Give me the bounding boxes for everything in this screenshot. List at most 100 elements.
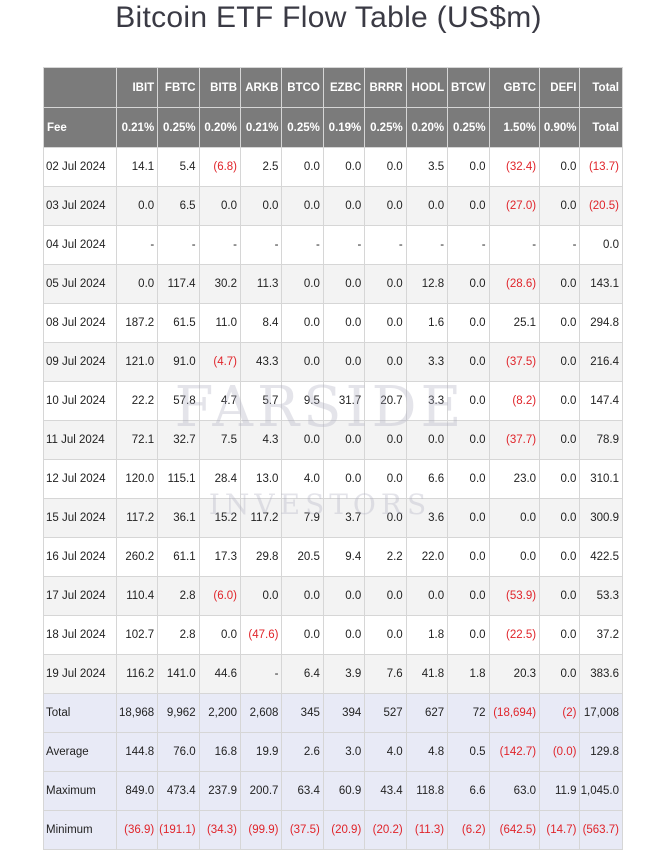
summary-value-cell: 2.6 xyxy=(281,732,324,772)
flow-value-cell: 4.3 xyxy=(240,420,283,460)
ticker-header-cell: BTCW xyxy=(447,67,490,108)
summary-value-cell: 1,045.0 xyxy=(579,771,623,811)
flow-value-cell: 1.8 xyxy=(405,615,449,655)
flow-value-cell: 0.0 xyxy=(281,420,324,460)
ticker-header-row: IBIT FBTC BITB ARKB BTCO EZBC BRRR HODL BTCW GBTC… xyxy=(43,67,623,108)
flow-value-cell: 3.3 xyxy=(405,342,449,382)
row-date: 03 Jul 2024 xyxy=(43,186,117,226)
flow-value-cell: 0.0 xyxy=(322,303,366,343)
flow-value-cell: 0.0 xyxy=(364,498,407,538)
flow-value-cell: 0.0 xyxy=(364,303,407,343)
summary-rows: Total 18,968 9,962 2,200 2,608 345 394 527 627 72… xyxy=(43,693,623,850)
flow-value-cell: 13.0 xyxy=(240,459,283,499)
flow-value-cell: 7.6 xyxy=(364,654,407,694)
summary-value-cell: 345 xyxy=(281,693,324,733)
flow-value-cell: 0.0 xyxy=(322,420,366,460)
fee-header-cell: 0.25% xyxy=(281,107,324,148)
flow-value-cell: 0.0 xyxy=(198,615,242,655)
flow-value-cell: 141.0 xyxy=(157,654,200,694)
flow-value-cell: 72.1 xyxy=(115,420,159,460)
flow-value-cell: 91.0 xyxy=(157,342,200,382)
flow-value-cell: 102.7 xyxy=(115,615,159,655)
summary-value-cell: (11.3) xyxy=(405,810,449,850)
summary-value-cell: (0.0) xyxy=(539,732,581,772)
flow-value-cell: - xyxy=(198,225,242,265)
flow-value-cell: (13.7) xyxy=(579,147,623,187)
flow-value-cell: 11.0 xyxy=(198,303,242,343)
row-date: 12 Jul 2024 xyxy=(43,459,117,499)
fee-header-cell: 0.20% xyxy=(198,107,242,148)
summary-value-cell: (20.9) xyxy=(322,810,366,850)
summary-row: Minimum (36.9) (191.1) (34.3) (99.9) (37.5) (2… xyxy=(43,810,623,850)
flow-value-cell: 22.0 xyxy=(405,537,449,577)
flow-value-cell: (37.5) xyxy=(488,342,541,382)
flow-value-cell: 53.3 xyxy=(579,576,623,616)
summary-value-cell: 473.4 xyxy=(157,771,200,811)
ticker-header-cell: FBTC xyxy=(157,67,200,108)
flow-value-cell: 120.0 xyxy=(115,459,159,499)
summary-value-cell: 527 xyxy=(364,693,407,733)
flow-value-cell: (32.4) xyxy=(488,147,541,187)
flow-value-cell: 8.4 xyxy=(240,303,283,343)
page-title: Bitcoin ETF Flow Table (US$m) xyxy=(115,1,542,34)
flow-value-cell: 5.4 xyxy=(157,147,200,187)
fee-header-cell: 0.20% xyxy=(405,107,449,148)
summary-value-cell: 63.0 xyxy=(488,771,541,811)
flow-value-cell: 0.0 xyxy=(447,459,490,499)
summary-value-cell: 237.9 xyxy=(198,771,242,811)
flow-value-cell: (6.8) xyxy=(198,147,242,187)
flow-value-cell: 0.0 xyxy=(447,186,490,226)
ticker-header-cell: BRRR xyxy=(364,67,407,108)
table-row: 18 Jul 2024 102.7 2.8 0.0 (47.6) 0.0 0.0 0.0 1.8… xyxy=(43,615,623,655)
flow-value-cell: 117.2 xyxy=(115,498,159,538)
summary-value-cell: 6.6 xyxy=(447,771,490,811)
flow-value-cell: 12.8 xyxy=(405,264,449,304)
fee-header-cell: 0.19% xyxy=(322,107,366,148)
flow-value-cell: 0.0 xyxy=(322,615,366,655)
summary-value-cell: 16.8 xyxy=(198,732,242,772)
ticker-header-cell: BITB xyxy=(198,67,242,108)
fee-header-cell: 0.25% xyxy=(447,107,490,148)
flow-value-cell: 0.0 xyxy=(322,264,366,304)
flow-value-cell: 0.0 xyxy=(447,381,490,421)
summary-value-cell: 76.0 xyxy=(157,732,200,772)
flow-value-cell: 0.0 xyxy=(364,264,407,304)
flow-value-cell: 0.0 xyxy=(539,576,581,616)
flow-value-cell: 23.0 xyxy=(488,459,541,499)
flow-value-cell: (4.7) xyxy=(198,342,242,382)
flow-value-cell: - xyxy=(240,225,283,265)
fee-label: Fee xyxy=(43,107,117,148)
summary-value-cell: 9,962 xyxy=(157,693,200,733)
flow-value-cell: 147.4 xyxy=(579,381,623,421)
flow-value-cell: 9.5 xyxy=(281,381,324,421)
flow-value-cell: 36.1 xyxy=(157,498,200,538)
row-date: 17 Jul 2024 xyxy=(43,576,117,616)
flow-value-cell: 6.4 xyxy=(281,654,324,694)
flow-value-cell: 32.7 xyxy=(157,420,200,460)
table-row: 10 Jul 2024 22.2 57.8 4.7 5.7 9.5 31.7 20.7 3.3 0… xyxy=(43,381,623,421)
flow-value-cell: 20.3 xyxy=(488,654,541,694)
flow-value-cell: 25.1 xyxy=(488,303,541,343)
flow-value-cell: 1.8 xyxy=(447,654,490,694)
row-date: 10 Jul 2024 xyxy=(43,381,117,421)
flow-value-cell: 2.8 xyxy=(157,615,200,655)
flow-value-cell: 0.0 xyxy=(281,342,324,382)
fee-header-cell: 0.25% xyxy=(364,107,407,148)
summary-row: Maximum 849.0 473.4 237.9 200.7 63.4 60.9 43.4 1… xyxy=(43,771,623,811)
flow-value-cell: 0.0 xyxy=(281,576,324,616)
flow-value-cell: 0.0 xyxy=(405,420,449,460)
summary-value-cell: 4.0 xyxy=(364,732,407,772)
summary-row: Total 18,968 9,962 2,200 2,608 345 394 527 627 72… xyxy=(43,693,623,733)
flow-value-cell: 0.0 xyxy=(322,459,366,499)
flow-value-cell: 3.3 xyxy=(405,381,449,421)
flow-value-cell: 117.4 xyxy=(157,264,200,304)
summary-value-cell: 17,008 xyxy=(579,693,623,733)
flow-value-cell: 0.0 xyxy=(281,615,324,655)
flow-value-cell: 300.9 xyxy=(579,498,623,538)
summary-value-cell: 3.0 xyxy=(322,732,366,772)
row-date: 11 Jul 2024 xyxy=(43,420,117,460)
flow-value-cell: 22.2 xyxy=(115,381,159,421)
ticker-header-cell: GBTC xyxy=(488,67,541,108)
ticker-header-cell: IBIT xyxy=(115,67,159,108)
summary-value-cell: 118.8 xyxy=(405,771,449,811)
